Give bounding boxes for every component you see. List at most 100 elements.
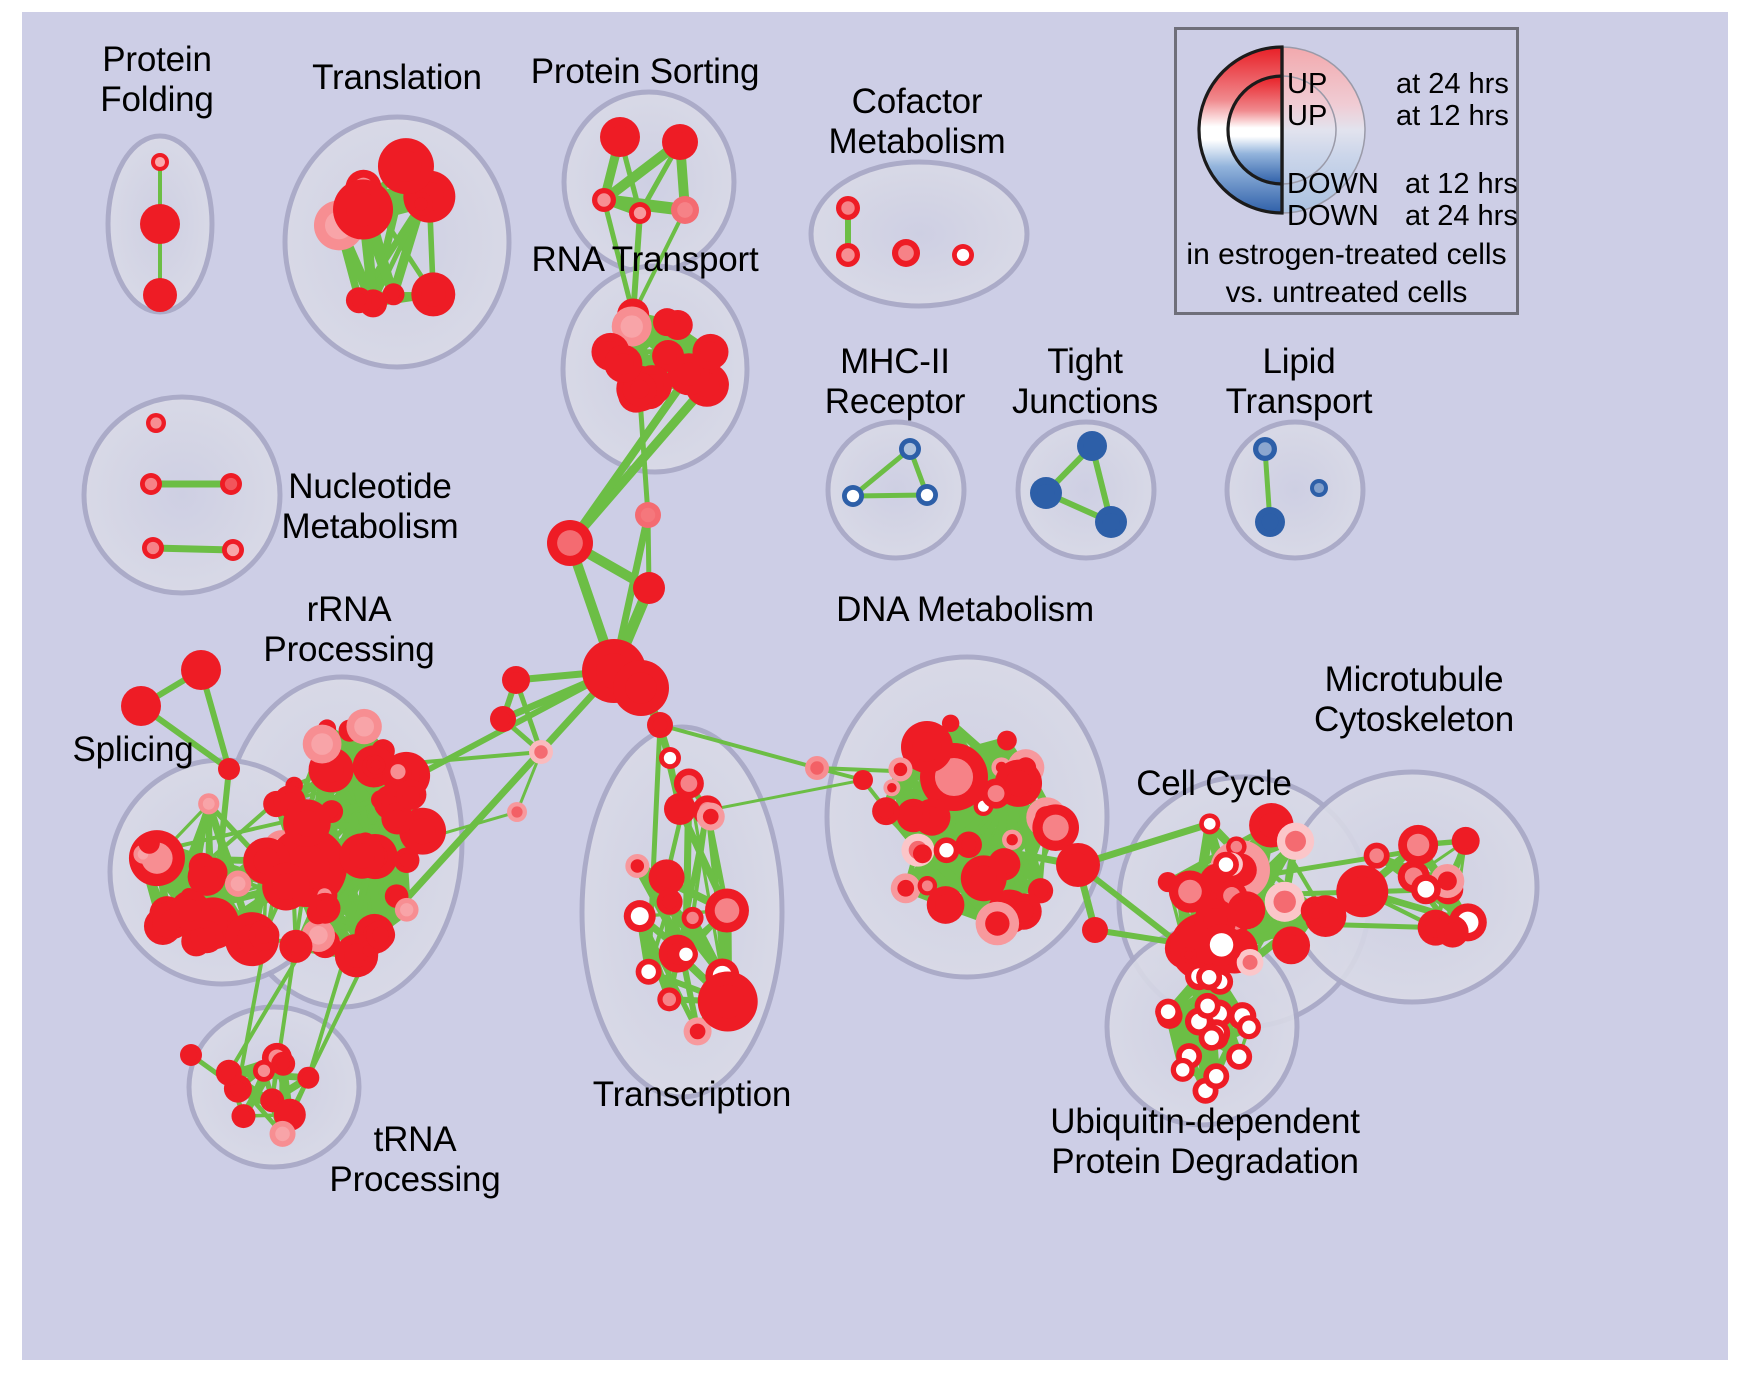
- network-node[interactable]: [377, 138, 434, 195]
- network-node[interactable]: [384, 758, 412, 786]
- network-node[interactable]: [635, 502, 661, 528]
- network-node[interactable]: [1095, 506, 1127, 538]
- network-node[interactable]: [411, 272, 456, 317]
- network-node[interactable]: [647, 712, 673, 738]
- network-node[interactable]: [1410, 874, 1441, 905]
- network-node[interactable]: [704, 888, 749, 933]
- network-node[interactable]: [1398, 824, 1439, 865]
- network-node[interactable]: [836, 243, 860, 267]
- network-node[interactable]: [302, 724, 342, 764]
- network-node[interactable]: [1002, 829, 1023, 850]
- network-node[interactable]: [888, 757, 913, 782]
- network-node[interactable]: [1336, 865, 1389, 918]
- network-node[interactable]: [151, 153, 169, 171]
- network-node[interactable]: [600, 117, 640, 157]
- network-node[interactable]: [224, 870, 252, 897]
- network-node[interactable]: [366, 755, 386, 775]
- network-node[interactable]: [138, 832, 160, 854]
- network-node[interactable]: [170, 890, 211, 931]
- network-node[interactable]: [1082, 917, 1108, 943]
- network-node[interactable]: [653, 308, 682, 337]
- network-node[interactable]: [1170, 1057, 1195, 1082]
- network-node[interactable]: [960, 855, 1007, 902]
- network-node[interactable]: [143, 278, 177, 312]
- network-node[interactable]: [696, 802, 725, 831]
- network-node[interactable]: [1194, 992, 1221, 1019]
- network-node[interactable]: [955, 831, 982, 858]
- network-node[interactable]: [142, 537, 164, 559]
- network-node[interactable]: [1196, 964, 1223, 991]
- network-node[interactable]: [633, 572, 665, 604]
- network-node[interactable]: [662, 124, 698, 160]
- network-node[interactable]: [671, 196, 699, 224]
- network-node[interactable]: [842, 485, 864, 507]
- network-node[interactable]: [1030, 477, 1062, 509]
- network-node[interactable]: [502, 666, 530, 694]
- network-node[interactable]: [952, 244, 974, 266]
- network-node[interactable]: [547, 520, 593, 566]
- network-node[interactable]: [648, 859, 685, 896]
- network-node[interactable]: [916, 484, 938, 506]
- network-node[interactable]: [231, 1104, 256, 1129]
- network-node[interactable]: [926, 886, 965, 924]
- network-node[interactable]: [1272, 926, 1311, 965]
- network-node[interactable]: [890, 873, 921, 904]
- network-node[interactable]: [1056, 843, 1100, 887]
- network-node[interactable]: [346, 708, 382, 745]
- network-node[interactable]: [1199, 813, 1221, 835]
- network-node[interactable]: [1168, 870, 1212, 913]
- network-node[interactable]: [697, 971, 758, 1032]
- network-node[interactable]: [333, 179, 394, 240]
- network-node[interactable]: [1226, 1043, 1253, 1070]
- network-node[interactable]: [836, 196, 860, 220]
- network-node[interactable]: [529, 740, 553, 764]
- network-node[interactable]: [345, 287, 372, 314]
- network-node[interactable]: [269, 1120, 296, 1147]
- network-node[interactable]: [629, 202, 651, 224]
- network-node[interactable]: [198, 793, 220, 815]
- network-node[interactable]: [297, 1066, 320, 1089]
- network-node[interactable]: [409, 192, 434, 217]
- network-node[interactable]: [1032, 804, 1079, 851]
- network-node[interactable]: [899, 438, 921, 460]
- network-node[interactable]: [140, 473, 162, 495]
- network-node[interactable]: [190, 920, 224, 954]
- network-node[interactable]: [187, 857, 226, 896]
- network-node[interactable]: [1363, 842, 1390, 869]
- network-node[interactable]: [673, 942, 698, 967]
- network-node[interactable]: [1227, 891, 1266, 930]
- network-node[interactable]: [262, 862, 310, 911]
- network-node[interactable]: [941, 714, 960, 733]
- network-node[interactable]: [140, 204, 180, 244]
- network-node[interactable]: [279, 929, 313, 963]
- network-node[interactable]: [592, 188, 616, 212]
- network-node[interactable]: [394, 897, 419, 922]
- network-node[interactable]: [1436, 915, 1469, 948]
- network-node[interactable]: [215, 1059, 242, 1086]
- network-node[interactable]: [1155, 998, 1182, 1025]
- network-node[interactable]: [883, 779, 901, 797]
- network-node[interactable]: [853, 770, 873, 790]
- network-node[interactable]: [623, 900, 656, 933]
- network-node[interactable]: [656, 888, 683, 915]
- network-node[interactable]: [220, 473, 242, 495]
- network-node[interactable]: [692, 333, 729, 370]
- network-node[interactable]: [652, 340, 685, 373]
- network-node[interactable]: [975, 901, 1020, 946]
- network-node[interactable]: [805, 756, 829, 780]
- network-node[interactable]: [892, 239, 920, 267]
- network-node[interactable]: [997, 730, 1017, 751]
- network-node[interactable]: [635, 958, 662, 985]
- network-node[interactable]: [917, 876, 938, 896]
- network-node[interactable]: [896, 798, 931, 833]
- network-node[interactable]: [271, 1051, 296, 1076]
- network-node[interactable]: [1236, 1015, 1261, 1040]
- network-node[interactable]: [309, 892, 341, 924]
- network-node[interactable]: [872, 797, 901, 826]
- network-node[interactable]: [1198, 1024, 1225, 1051]
- network-node[interactable]: [382, 283, 405, 306]
- network-node[interactable]: [1236, 948, 1264, 976]
- network-node[interactable]: [657, 987, 682, 1012]
- network-node[interactable]: [1253, 437, 1277, 461]
- network-node[interactable]: [664, 793, 696, 825]
